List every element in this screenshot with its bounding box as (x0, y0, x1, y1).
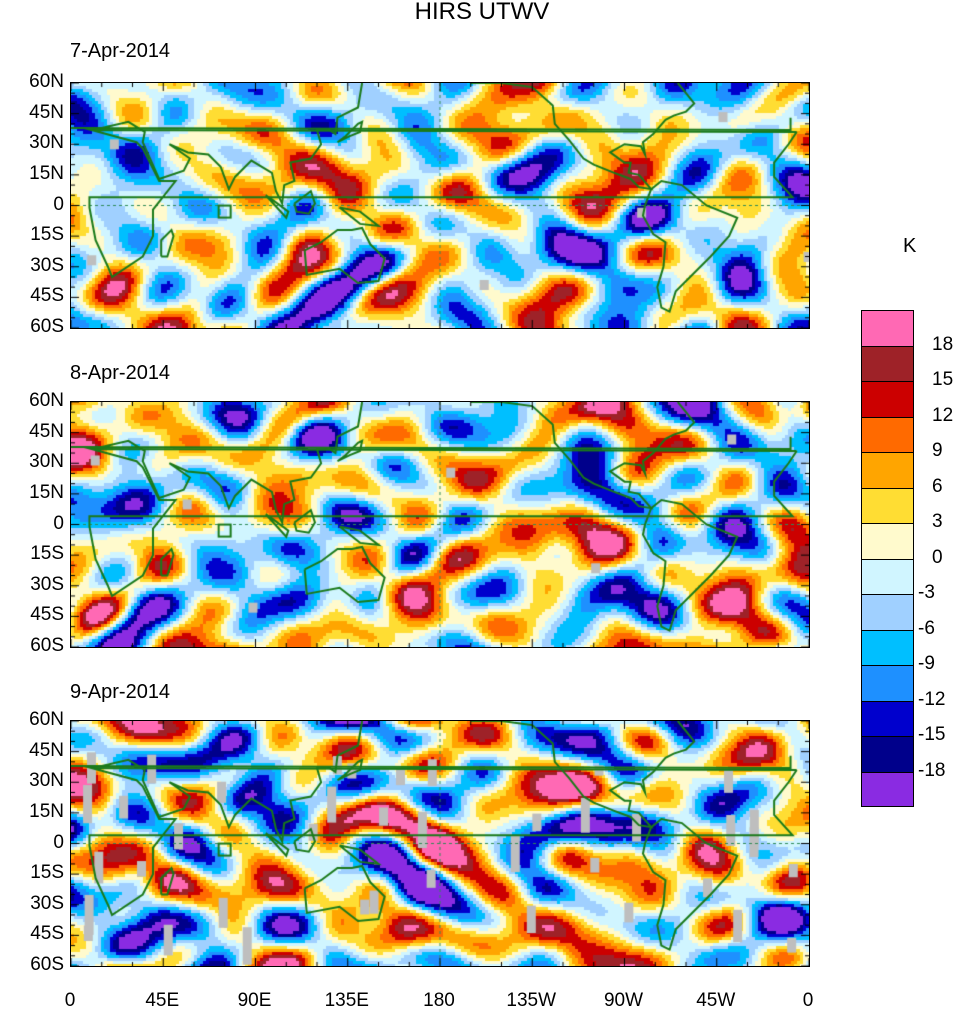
y-tick-label: 15N (29, 800, 64, 822)
colorbar-box (861, 629, 914, 665)
x-tick-label: 135W (506, 990, 557, 1011)
colorbar-label: 18 (932, 333, 954, 355)
x-tick-label: 90W (603, 990, 644, 1011)
y-tick-label: 30S (30, 892, 64, 914)
y-tick-label: 0 (53, 512, 64, 534)
x-tick-label: 45W (696, 990, 736, 1011)
colorbar-label: 3 (932, 511, 943, 532)
y-tick-label: 30N (29, 451, 64, 473)
colorbar-box (861, 771, 914, 807)
y-tick-label: 45N (29, 420, 64, 442)
x-tick-label: 0 (64, 990, 76, 1011)
colorbar-label: 9 (932, 440, 943, 461)
colorbar-box (861, 700, 914, 736)
colorbar-label: -15 (918, 724, 946, 745)
y-tick-label: 60N (29, 390, 64, 411)
heatmap-canvas-1 (71, 83, 809, 328)
x-tick-label: 0 (802, 990, 814, 1011)
y-tick-label: 0 (53, 831, 64, 853)
map-panel-3 (70, 720, 810, 967)
colorbar-label: 0 (932, 546, 943, 568)
colorbar-box (861, 665, 914, 701)
colorbar-label: -18 (918, 759, 946, 781)
y-tick-label: 30N (29, 132, 64, 154)
y-tick-label: 30N (29, 770, 64, 792)
colorbar-box (861, 345, 914, 381)
y-tick-label: 15S (30, 543, 64, 565)
y-tick-label: 30S (30, 254, 64, 276)
y-tick-label: 45N (29, 739, 64, 761)
colorbar-box (861, 594, 914, 630)
colorbar-label: 6 (932, 475, 943, 497)
figure-title: HIRS UTWV (414, 0, 550, 25)
x-tick-label: 135E (324, 990, 369, 1011)
y-tick-label: 15S (30, 862, 64, 884)
y-tick-label: 45S (30, 604, 64, 626)
colorbar-box (861, 558, 914, 594)
heatmap-canvas-3 (71, 721, 809, 966)
x-tick-label: 180 (423, 990, 455, 1011)
colorbar-unit: K (903, 235, 917, 257)
y-tick-label: 30S (30, 573, 64, 595)
map-panel-1 (70, 82, 810, 329)
colorbar-box (861, 452, 914, 488)
colorbar-box (861, 416, 914, 452)
y-tick-label: 15N (29, 162, 64, 184)
y-tick-label: 45N (29, 101, 64, 123)
y-tick-label: 60S (30, 635, 64, 656)
y-tick-label: 60S (30, 954, 64, 975)
y-tick-label: 60S (30, 316, 64, 337)
colorbar-box (861, 310, 914, 346)
colorbar-label: -12 (918, 688, 946, 710)
panel-date-label: 8-Apr-2014 (70, 362, 171, 384)
colorbar-label: -3 (918, 582, 935, 603)
colorbar-label: -6 (918, 617, 935, 639)
colorbar-box (861, 381, 914, 417)
y-tick-label: 0 (53, 193, 64, 215)
y-tick-label: 45S (30, 285, 64, 307)
panel-date-label: 9-Apr-2014 (70, 681, 171, 703)
panel-date-label: 7-Apr-2014 (70, 40, 171, 62)
y-tick-label: 60N (29, 709, 64, 730)
x-tick-label: 90E (237, 990, 272, 1011)
colorbar-label: 15 (932, 369, 954, 390)
colorbar-label: 12 (932, 404, 954, 426)
heatmap-canvas-2 (71, 402, 809, 647)
x-tick-label: 45E (145, 990, 180, 1011)
colorbar (861, 310, 914, 807)
y-tick-label: 15N (29, 481, 64, 503)
y-tick-label: 45S (30, 923, 64, 945)
y-tick-label: 60N (29, 71, 64, 92)
colorbar-box (861, 736, 914, 772)
colorbar-box (861, 487, 914, 523)
colorbar-box (861, 523, 914, 559)
colorbar-label: -9 (918, 653, 935, 674)
map-panel-2 (70, 401, 810, 648)
y-tick-label: 15S (30, 224, 64, 246)
